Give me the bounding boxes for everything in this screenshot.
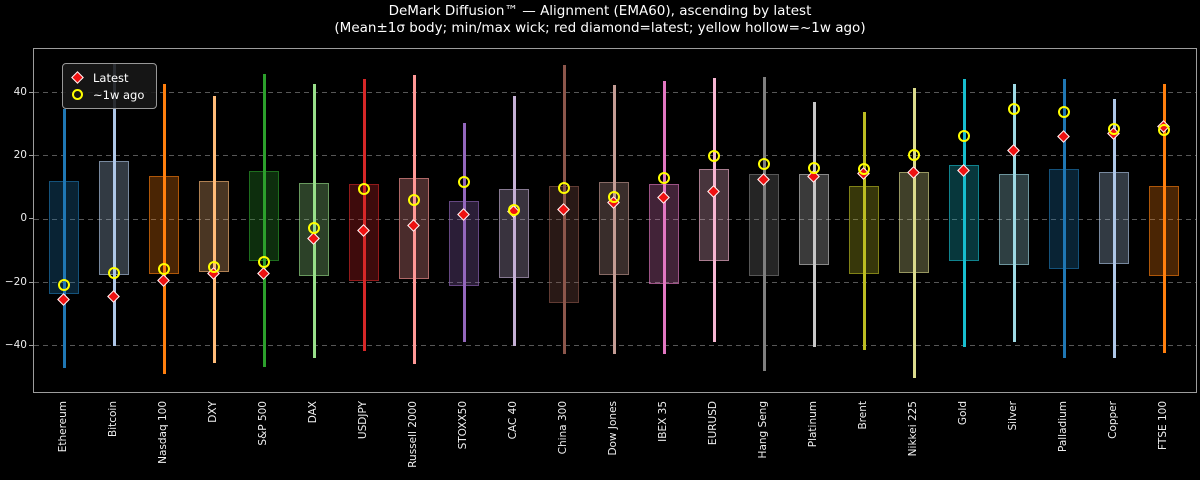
- x-label-hang-seng: Hang Seng: [757, 401, 770, 459]
- x-label-dxy: DXY: [207, 401, 220, 423]
- wick-gold: [962, 79, 966, 348]
- chart-title: DeMark Diffusion™ — Alignment (EMA60), a…: [388, 3, 812, 19]
- legend-item-week-ago: ~1w ago: [71, 86, 144, 103]
- y-tick-label: 0: [20, 212, 27, 225]
- y-tick-mark: [29, 281, 33, 283]
- wick-eurusd: [712, 77, 716, 343]
- week-ago-circle-dax: [307, 221, 320, 234]
- x-label-copper: Copper: [1107, 401, 1120, 439]
- y-tick-label: −40: [4, 338, 27, 351]
- week-ago-circle-brent: [857, 162, 870, 175]
- y-tick-mark: [29, 218, 33, 220]
- wick-cac-40: [512, 96, 516, 346]
- week-ago-circle-usdjpy: [357, 183, 370, 196]
- wick-nikkei-225: [912, 87, 916, 378]
- wick-silver: [1012, 84, 1016, 342]
- latest-diamond-ethereum: [57, 293, 71, 306]
- legend-latest-label: Latest: [93, 70, 129, 85]
- y-tick-mark: [29, 154, 33, 156]
- y-tick-label: 40: [13, 85, 27, 98]
- y-tick-label: −20: [4, 275, 27, 288]
- y-tick-mark: [29, 91, 33, 93]
- x-label-platinum: Platinum: [807, 401, 820, 448]
- week-ago-circle-ftse-100: [1157, 124, 1170, 137]
- week-ago-circle-platinum: [807, 162, 820, 175]
- week-ago-circle-ibex-35: [657, 171, 670, 184]
- week-ago-circle-s-p-500: [257, 256, 270, 269]
- x-label-nasdaq-100: Nasdaq 100: [157, 401, 170, 464]
- week-ago-circle-copper: [1107, 123, 1120, 136]
- x-label-stoxx50: STOXX50: [457, 401, 470, 450]
- wick-copper: [1112, 99, 1116, 358]
- x-label-ethereum: Ethereum: [57, 401, 70, 453]
- week-ago-circle-dow-jones: [607, 190, 620, 203]
- week-ago-circle-palladium: [1057, 106, 1070, 119]
- wick-hang-seng: [762, 77, 766, 371]
- x-label-russell-2000: Russell 2000: [407, 401, 420, 468]
- x-label-dow-jones: Dow Jones: [607, 401, 620, 456]
- wick-bitcoin: [112, 62, 116, 346]
- latest-diamond-palladium: [1057, 129, 1071, 143]
- legend-item-latest: Latest: [71, 69, 144, 86]
- wick-ethereum: [62, 109, 66, 369]
- wick-palladium: [1062, 79, 1066, 358]
- week-ago-circle-cac-40: [507, 204, 520, 217]
- week-ago-circle-russell-2000: [407, 194, 420, 207]
- x-label-gold: Gold: [957, 401, 970, 426]
- wick-brent: [862, 111, 866, 351]
- week-ago-circle-china-300: [557, 181, 570, 194]
- y-tick-mark: [29, 344, 33, 346]
- week-ago-circle-nasdaq-100: [157, 262, 170, 275]
- x-label-ftse-100: FTSE 100: [1157, 401, 1170, 450]
- x-label-dax: DAX: [307, 401, 320, 424]
- week-ago-circle-eurusd: [707, 150, 720, 163]
- week-ago-circle-hang-seng: [757, 157, 770, 170]
- y-tick-label: 20: [13, 148, 27, 161]
- chart-subtitle: (Mean±1σ body; min/max wick; red diamond…: [334, 20, 866, 36]
- latest-diamond-bitcoin: [107, 290, 121, 304]
- week-ago-circle-icon: [72, 89, 83, 100]
- wick-dax: [312, 84, 316, 358]
- wick-platinum: [812, 101, 816, 348]
- wick-usdjpy: [362, 79, 366, 351]
- x-label-nikkei-225: Nikkei 225: [907, 401, 920, 457]
- latest-diamond-icon: [71, 71, 84, 84]
- latest-diamond-s-p-500: [257, 266, 271, 280]
- week-ago-circle-gold: [957, 130, 970, 143]
- week-ago-circle-ethereum: [57, 279, 70, 292]
- x-label-eurusd: EURUSD: [707, 401, 720, 446]
- week-ago-circle-silver: [1007, 102, 1020, 115]
- x-label-ibex-35: IBEX 35: [657, 401, 670, 442]
- wick-ftse-100: [1162, 84, 1166, 353]
- x-label-cac-40: CAC 40: [507, 401, 520, 440]
- x-label-s-p-500: S&P 500: [257, 401, 270, 446]
- x-label-usdjpy: USDJPY: [357, 401, 370, 440]
- legend-week-ago-label: ~1w ago: [93, 87, 145, 102]
- wick-dow-jones: [612, 85, 616, 355]
- x-label-china-300: China 300: [557, 401, 570, 455]
- wick-stoxx50: [462, 123, 466, 342]
- week-ago-circle-stoxx50: [457, 175, 470, 188]
- wick-s-p-500: [262, 74, 266, 368]
- latest-diamond-nasdaq-100: [157, 274, 171, 287]
- x-label-silver: Silver: [1007, 401, 1020, 431]
- plot-area: Latest ~1w ago: [33, 48, 1197, 393]
- legend: Latest ~1w ago: [62, 63, 158, 109]
- x-label-brent: Brent: [857, 401, 870, 430]
- wick-dxy: [212, 96, 216, 363]
- x-label-palladium: Palladium: [1057, 401, 1070, 453]
- x-label-bitcoin: Bitcoin: [107, 401, 120, 438]
- week-ago-circle-nikkei-225: [907, 149, 920, 162]
- wick-ibex-35: [662, 80, 666, 355]
- wick-nasdaq-100: [162, 84, 166, 375]
- week-ago-circle-bitcoin: [107, 267, 120, 280]
- week-ago-circle-dxy: [207, 261, 220, 274]
